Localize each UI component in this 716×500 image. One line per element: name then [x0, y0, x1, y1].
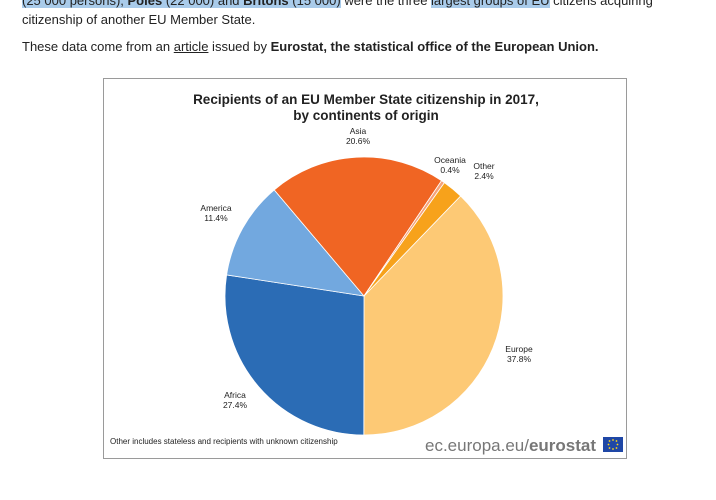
text-line: citizenship of another EU Member State.: [22, 12, 256, 27]
text: largest groups of EU: [431, 0, 550, 8]
text: (25 000 persons),: [22, 0, 128, 8]
text: Britons: [243, 0, 289, 8]
pie-slice: [224, 274, 365, 436]
slice-label: Other: [473, 161, 494, 171]
slice-label: America: [200, 203, 231, 213]
text: were the three: [340, 0, 432, 8]
pie-slice: [226, 189, 365, 297]
slice-label: Asia: [350, 126, 367, 136]
text: These data come from an: [22, 39, 174, 54]
logo: ec.europa.eu/eurostat: [425, 436, 596, 455]
slice-value: 27.4%: [223, 400, 248, 410]
text: (15 000): [288, 0, 341, 8]
logo-text: ec.europa.eu/: [425, 436, 529, 455]
eu-flag: [603, 437, 623, 452]
note: Other includes stateless and recipients …: [110, 437, 338, 446]
chart-title: Recipients of an EU Member State citizen…: [193, 92, 539, 107]
flag-stars: [607, 439, 619, 450]
paragraph: These data come from an article issued b…: [22, 39, 599, 54]
slice-label: Africa: [224, 390, 246, 400]
link[interactable]: article: [173, 39, 209, 54]
text-line: (25 000 persons), Poles (22 000) and Bri…: [22, 0, 653, 8]
text: Poles: [127, 0, 163, 8]
chart-title: by continents of origin: [293, 108, 439, 123]
logo-text: eurostat: [529, 436, 596, 455]
text: citizens acquiring: [549, 0, 653, 8]
slice-value: 37.8%: [507, 354, 532, 364]
slice-label: Oceania: [434, 155, 466, 165]
text: Eurostat, the statistical office of the …: [270, 39, 599, 54]
pie-slice: [363, 195, 504, 436]
slice-value: 2.4%: [474, 171, 494, 181]
text: issued by: [208, 39, 271, 54]
slice-value: 11.4%: [204, 213, 228, 223]
slice-value: 20.6%: [346, 136, 371, 146]
slice-label: Europe: [505, 344, 533, 354]
text: (22 000) and: [162, 0, 244, 8]
pie-slice: [273, 156, 443, 297]
slice-value: 0.4%: [440, 165, 460, 175]
pie-slice: [363, 182, 462, 297]
